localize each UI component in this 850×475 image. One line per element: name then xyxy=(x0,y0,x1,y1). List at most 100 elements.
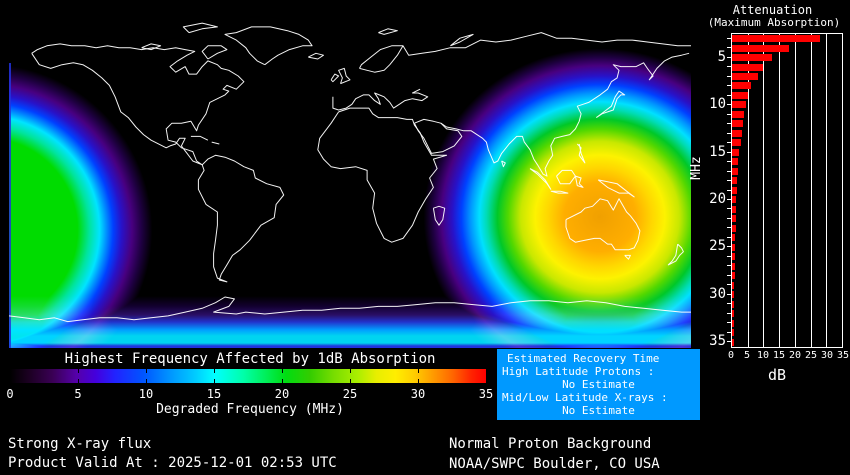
attenuation-bar xyxy=(732,319,734,327)
attenuation-bar xyxy=(732,243,735,251)
y-axis-tick xyxy=(727,332,731,333)
midlow-latitude-xrays-label: Mid/Low Latitude X-rays : xyxy=(502,391,668,404)
colorbar-tick xyxy=(350,369,351,373)
y-axis-tick-label: 25 xyxy=(709,238,726,254)
coastline xyxy=(450,33,474,47)
attenuation-bar xyxy=(732,129,742,137)
y-axis-tick xyxy=(727,227,731,228)
coastline xyxy=(413,118,463,154)
x-axis-tick-label: 25 xyxy=(804,350,818,361)
attenuation-bar xyxy=(732,310,734,318)
attenuation-x-axis-label: dB xyxy=(767,366,787,384)
coastline xyxy=(501,160,506,168)
attenuation-bar xyxy=(732,281,735,289)
attenuation-bar xyxy=(732,91,748,99)
y-axis-tick-label: 5 xyxy=(717,49,726,65)
attenuation-bar xyxy=(732,272,735,280)
y-axis-tick xyxy=(727,161,731,162)
attenuation-bar xyxy=(732,205,737,213)
coastline xyxy=(359,45,404,73)
grid-line xyxy=(763,34,764,347)
y-axis-tick xyxy=(727,142,731,143)
coastline xyxy=(556,169,576,185)
colorbar-tick xyxy=(214,379,215,383)
colorbar-tick-label: 5 xyxy=(74,387,82,401)
map-edge-line xyxy=(9,63,11,348)
high-latitude-protons-value: No Estimate xyxy=(562,378,635,391)
attenuation-bar xyxy=(732,329,734,336)
attenuation-chart-title: Attenuation xyxy=(732,3,813,17)
y-axis-tick xyxy=(727,123,731,124)
attenuation-bar xyxy=(732,120,743,128)
y-axis-tick xyxy=(727,171,731,172)
colorbar-tick-label: 25 xyxy=(342,387,358,401)
y-axis-tick xyxy=(727,294,731,295)
y-axis-tick xyxy=(727,190,731,191)
attenuation-bar xyxy=(732,300,734,308)
y-axis-tick-label: 15 xyxy=(709,144,726,160)
attenuation-bar xyxy=(732,82,751,90)
grid-line xyxy=(826,34,827,347)
coastline xyxy=(317,107,448,243)
attenuation-bar xyxy=(732,177,737,185)
x-axis-tick-label: 0 xyxy=(727,350,735,361)
attenuation-bar-chart xyxy=(731,33,843,348)
attenuation-bar xyxy=(732,35,820,42)
y-axis-tick-label: 30 xyxy=(709,286,726,302)
coastline xyxy=(141,43,162,51)
colorbar-tick xyxy=(146,379,147,383)
y-axis-tick xyxy=(727,66,731,67)
y-axis-tick xyxy=(727,237,731,238)
y-axis-tick xyxy=(727,208,731,209)
x-axis-tick-label: 35 xyxy=(836,350,850,361)
coastline xyxy=(211,141,220,145)
coastline xyxy=(565,198,641,251)
attenuation-bar xyxy=(732,101,747,109)
y-axis-tick-label: 20 xyxy=(709,191,726,207)
y-axis-tick xyxy=(727,199,731,200)
colorbar-title: Highest Frequency Affected by 1dB Absorp… xyxy=(64,351,436,367)
coastline xyxy=(31,43,245,166)
high-latitude-protons-label: High Latitude Protons : xyxy=(502,365,655,378)
colorbar-tick xyxy=(418,379,419,383)
y-axis-tick xyxy=(727,152,731,153)
coastline xyxy=(597,179,635,198)
y-axis-tick xyxy=(727,275,731,276)
product-valid-time: Product Valid At : 2025-12-01 02:53 UTC xyxy=(8,455,337,471)
y-axis-tick xyxy=(727,76,731,77)
grid-line xyxy=(748,34,749,347)
x-axis-tick-label: 30 xyxy=(820,350,834,361)
y-axis-tick xyxy=(727,265,731,266)
coastline xyxy=(550,190,569,194)
coastline-overlay xyxy=(9,22,691,323)
coastline xyxy=(574,175,584,188)
y-axis-tick xyxy=(727,284,731,285)
recovery-time-box: Estimated Recovery Time High Latitude Pr… xyxy=(497,349,700,420)
recovery-box-title: Estimated Recovery Time xyxy=(507,352,660,365)
colorbar-tick xyxy=(78,369,79,373)
coastline xyxy=(432,205,446,226)
coastline xyxy=(330,73,340,83)
colorbar-axis-label: Degraded Frequency (MHz) xyxy=(156,402,344,417)
attenuation-bar xyxy=(732,291,735,299)
colorbar-tick-labels: 0 5 10 15 20 25 30 35 xyxy=(6,387,493,401)
coastline xyxy=(624,254,631,260)
attenuation-bar xyxy=(732,196,737,204)
x-axis-tick-label: 5 xyxy=(743,350,751,361)
y-axis-tick xyxy=(727,38,731,39)
y-axis-tick xyxy=(727,133,731,134)
midlow-latitude-xrays-value: No Estimate xyxy=(562,404,635,417)
y-axis-tick xyxy=(727,180,731,181)
attenuation-bar xyxy=(732,262,735,270)
coastline xyxy=(595,90,626,119)
colorbar-tick xyxy=(282,379,283,383)
world-absorption-map xyxy=(9,8,691,348)
y-axis-tick xyxy=(727,47,731,48)
colorbar-tick xyxy=(146,369,147,373)
coastline xyxy=(9,296,691,323)
coastline xyxy=(201,45,228,60)
y-axis-tick xyxy=(727,256,731,257)
colorbar-tick-label: 15 xyxy=(206,387,222,401)
coastline xyxy=(529,168,552,190)
colorbar-tick-label: 10 xyxy=(138,387,154,401)
